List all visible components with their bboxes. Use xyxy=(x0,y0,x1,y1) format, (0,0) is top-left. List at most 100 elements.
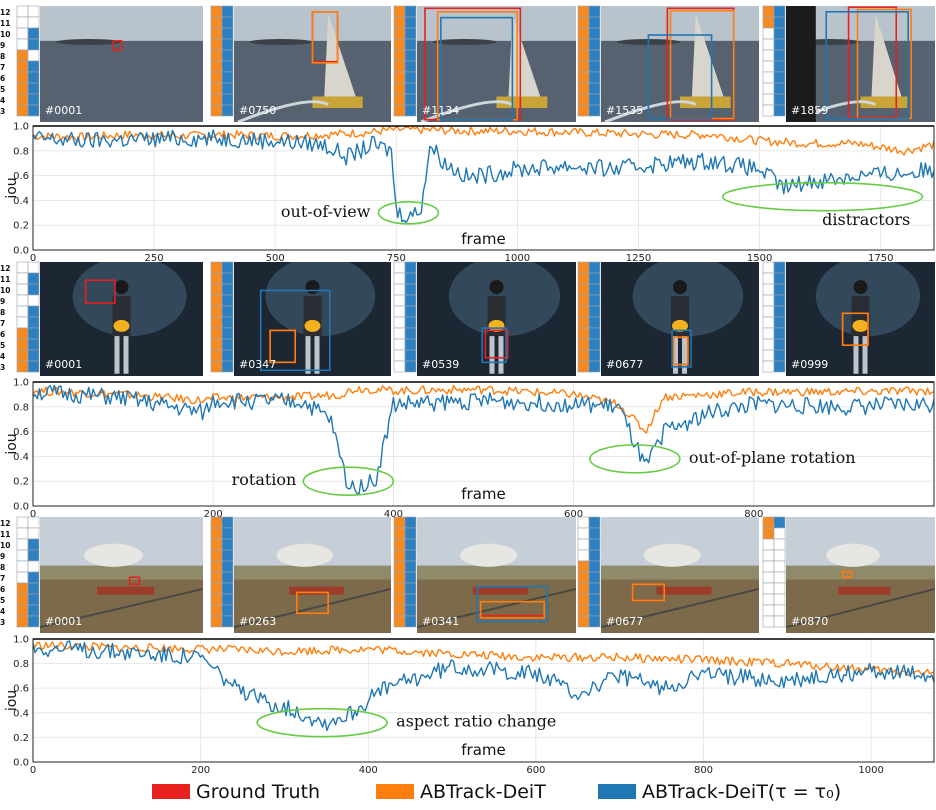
timeline-cell xyxy=(221,527,234,540)
timeline-cell xyxy=(27,338,40,351)
timeline-cell xyxy=(27,71,40,84)
timeline-cell xyxy=(762,327,775,340)
timeline-cell xyxy=(27,316,40,329)
timeline-cell xyxy=(16,560,29,573)
frame-number-label: #0750 xyxy=(239,104,276,117)
timeline-cell xyxy=(221,93,234,106)
timeline-cell xyxy=(393,560,406,573)
timeline-cell xyxy=(210,38,223,51)
timeline-cell xyxy=(773,316,786,329)
bounding-box xyxy=(112,39,123,51)
timeline-cell xyxy=(762,82,775,95)
frame-image xyxy=(234,6,391,122)
timeline-cell xyxy=(762,305,775,318)
timeline-cell xyxy=(16,104,29,117)
frame-image xyxy=(417,517,576,633)
timeline-cell xyxy=(16,338,29,351)
timeline-cell xyxy=(404,582,417,595)
timeline-cell xyxy=(588,104,601,117)
row-label: 9 xyxy=(0,41,5,50)
timeline-cell xyxy=(210,560,223,573)
frame-number-label: #1859 xyxy=(791,104,828,117)
timeline-cell xyxy=(393,538,406,551)
timeline-cell xyxy=(210,305,223,318)
annotation-label: rotation xyxy=(232,470,297,489)
x-axis-label: frame xyxy=(461,741,505,759)
timeline-cell xyxy=(577,261,590,274)
timeline-cell xyxy=(16,71,29,84)
timeline-cell xyxy=(27,327,40,340)
timeline-cell xyxy=(773,38,786,51)
bounding-box xyxy=(672,336,689,366)
x-tick-label: 800 xyxy=(744,509,763,520)
y-tick-label: 0.0 xyxy=(13,502,29,513)
timeline-cell xyxy=(27,5,40,18)
y-tick-label: 1.0 xyxy=(13,635,29,646)
series-line xyxy=(32,384,934,434)
timeline-cell xyxy=(27,582,40,595)
x-tick-label: 800 xyxy=(694,765,713,776)
timeline-cell xyxy=(393,93,406,106)
frame-number-label: #0999 xyxy=(791,358,828,371)
frame-image xyxy=(601,6,759,122)
frame-thumbnail: #0677 xyxy=(577,261,759,376)
annotation: aspect ratio change xyxy=(256,707,556,738)
legend-swatch-ground-truth xyxy=(152,784,190,799)
timeline-cell xyxy=(210,49,223,62)
annotation-ellipse xyxy=(589,444,681,474)
frame-image xyxy=(601,517,759,633)
timeline-cell xyxy=(16,327,29,340)
bounding-box xyxy=(631,583,665,602)
x-tick-label: 400 xyxy=(359,765,378,776)
y-axis-label: iou xyxy=(4,177,20,198)
timeline-cell xyxy=(221,549,234,562)
timeline-cell xyxy=(773,527,786,540)
annotation-label: aspect ratio change xyxy=(396,712,556,731)
row-label: 4 xyxy=(0,96,5,105)
timeline-cell xyxy=(404,261,417,274)
timeline-cell xyxy=(404,316,417,329)
timeline-cell xyxy=(16,27,29,40)
timeline-cell xyxy=(27,560,40,573)
x-tick-label: 1250 xyxy=(626,253,651,264)
timeline-cell xyxy=(762,93,775,106)
timeline-cell xyxy=(577,5,590,18)
timeline-cell xyxy=(221,5,234,18)
timeline-cell xyxy=(16,360,29,373)
timeline-cell xyxy=(588,338,601,351)
timeline-cell xyxy=(210,272,223,285)
frame-thumbnail: #0347 xyxy=(210,261,391,376)
timeline-cell xyxy=(393,5,406,18)
timeline-cell xyxy=(773,516,786,529)
timeline-cell xyxy=(393,316,406,329)
frame-image xyxy=(40,6,203,122)
timeline-cell xyxy=(16,571,29,584)
timeline-cell xyxy=(588,516,601,529)
row-label: 7 xyxy=(0,574,5,583)
frame-thumbnail: #0001 xyxy=(16,516,203,633)
timeline-cell xyxy=(762,283,775,296)
timeline-cell xyxy=(221,360,234,373)
timeline-cell xyxy=(404,27,417,40)
timeline-cell xyxy=(773,615,786,628)
frame-thumbnail: #0001 xyxy=(16,261,203,376)
frame-thumbnail: #1535 xyxy=(577,5,759,122)
thumbnail-strip-guitar: 12 11 10 9 8 7 6 5 4 3 #0001 #0347 #0539 #0677 #0999 xyxy=(0,261,935,376)
timeline-cell xyxy=(27,38,40,51)
frame-thumbnail: #1134 xyxy=(393,5,576,122)
frame-image xyxy=(40,517,203,633)
row-label: 5 xyxy=(0,85,5,94)
timeline-cell xyxy=(404,604,417,617)
timeline-cell xyxy=(773,49,786,62)
timeline-cell xyxy=(27,604,40,617)
timeline-cell xyxy=(393,283,406,296)
timeline-cell xyxy=(27,571,40,584)
timeline-cell xyxy=(577,593,590,606)
timeline-cell xyxy=(210,283,223,296)
series-line xyxy=(32,384,935,495)
timeline-cell xyxy=(27,49,40,62)
timeline-cell xyxy=(762,549,775,562)
row-label: 7 xyxy=(0,63,5,72)
y-tick-label: 0.2 xyxy=(13,733,29,744)
